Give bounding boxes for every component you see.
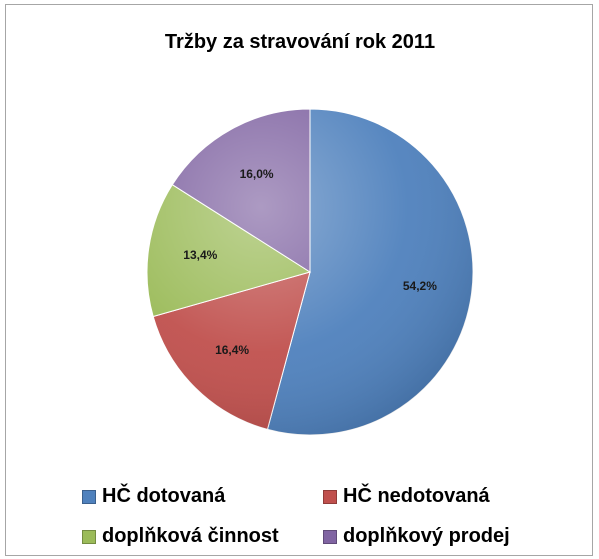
pie-data-labels: 54,2% 16,4% 13,4% 16,0% <box>183 167 437 357</box>
legend-label: doplňková činnost <box>102 525 279 547</box>
legend-swatch-hc-dotovana <box>82 489 96 504</box>
legend-swatch-doplnkova-cinnost <box>82 529 96 544</box>
pie-slices <box>146 108 474 436</box>
data-label-doplnkova-cinnost: 13,4% <box>183 248 217 262</box>
chart-title: Tržby za stravování rok 2011 <box>164 31 436 53</box>
chart-area: Tržby za stravování rok 2011 54,2% 16,4% 1… <box>5 4 593 556</box>
data-label-doplnkovy-prodej: 16,0% <box>240 167 274 181</box>
legend-item-doplnkovy-prodej: doplňkový prodej <box>323 525 510 548</box>
legend-item-hc-nedotovana: HČ nedotovaná <box>323 485 490 508</box>
data-label-hc-nedotovana: 16,4% <box>215 343 249 357</box>
legend-swatch-hc-nedotovana <box>323 489 337 504</box>
legend-label: HČ nedotovaná <box>343 485 490 507</box>
legend-swatch-doplnkovy-prodej <box>323 529 337 544</box>
legend-label: HČ dotovaná <box>102 485 226 507</box>
pie-chart: 54,2% 16,4% 13,4% 16,0% <box>146 108 474 436</box>
legend-label: doplňkový prodej <box>343 525 510 547</box>
legend-item-doplnkova-cinnost: doplňková činnost <box>82 525 279 548</box>
legend-item-hc-dotovana: HČ dotovaná <box>82 485 225 508</box>
data-label-hc-dotovana: 54,2% <box>403 279 437 293</box>
